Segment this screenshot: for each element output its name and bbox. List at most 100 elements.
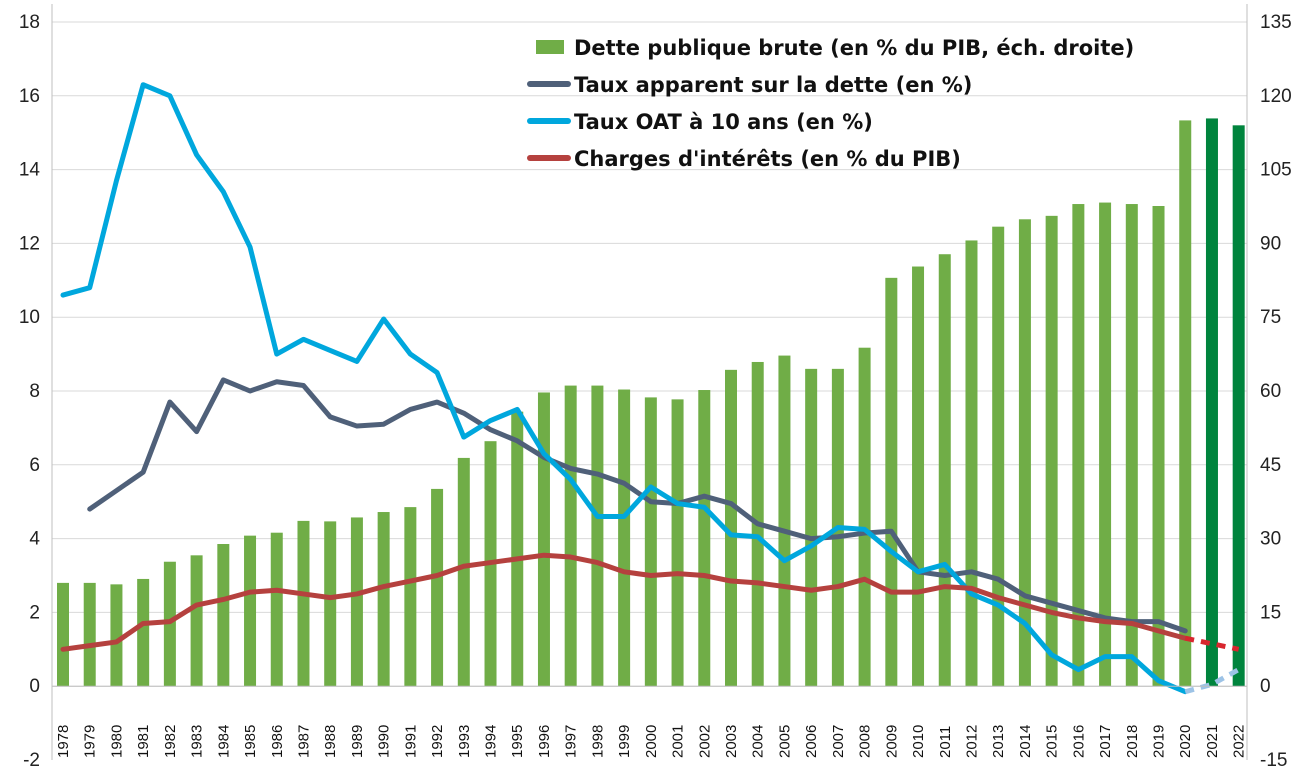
bar-debt-1989: [350, 517, 363, 687]
x-tick-label: 2002: [696, 725, 713, 758]
bar-debt-2014: [1018, 219, 1031, 687]
x-tick-label: 2004: [750, 725, 767, 758]
x-tick-label: 1996: [536, 725, 553, 758]
bar-debt-2002: [698, 390, 711, 687]
y-right-tick: 90: [1260, 233, 1281, 254]
bar-debt-1978: [57, 582, 69, 687]
bar-debt-2013: [992, 226, 1005, 687]
line-oat-10y-forecast: [1184, 667, 1240, 695]
legend: Dette publique brute (en % du PIB, éch. …: [527, 36, 1134, 171]
y-left-tick: 14: [19, 160, 41, 181]
x-tick-label: 2005: [776, 725, 793, 758]
x-tick-label: 1988: [322, 725, 339, 758]
bar-debt-1983: [190, 555, 203, 687]
x-tick-label: 1979: [82, 725, 99, 758]
bar-debt-2011: [938, 254, 951, 687]
bar-debt-1998: [591, 385, 604, 687]
y-left-tick: 6: [29, 455, 40, 476]
bar-debt-2006: [805, 368, 818, 687]
y-left-tick: 10: [19, 307, 40, 328]
bar-debt-1980: [110, 584, 123, 687]
bar-debt-2005: [778, 355, 791, 687]
bar-debt-2001: [671, 399, 684, 687]
x-tick-label: 1986: [269, 725, 286, 758]
bar-debt-2009: [885, 277, 898, 687]
line-apparent-rate: [87, 377, 1188, 634]
bar-debt-2022: [1232, 125, 1245, 687]
bar-debt-1996: [537, 392, 550, 687]
bar-debt-1986: [270, 532, 283, 687]
y-right-tick: -15: [1260, 750, 1287, 771]
y-left-tick: -2: [23, 750, 40, 771]
bar-debt-1997: [564, 385, 577, 687]
x-tick-label: 2015: [1044, 725, 1061, 758]
bar-debt-1988: [324, 521, 337, 687]
bar-debt-2008: [858, 347, 871, 687]
rate-lines: [60, 82, 1240, 695]
x-tick-label: 2013: [990, 725, 1007, 758]
bar-debt-1987: [297, 520, 310, 687]
axes: -2 0 2 4 6 8 10 12 14 16 18 -15 0 15 30 45 60 75 90 105 120 1…: [19, 4, 1292, 771]
y-left-tick: 0: [29, 676, 40, 697]
x-tick-label: 1990: [376, 725, 393, 758]
x-tick-label: 1997: [563, 725, 580, 758]
bar-debt-1979: [83, 582, 96, 687]
bar-debt-1991: [404, 507, 417, 687]
y-left-tick: 4: [29, 529, 40, 550]
y-right-tick: 120: [1260, 86, 1292, 107]
bar-debt-1999: [618, 389, 631, 687]
legend-label: Taux OAT à 10 ans (en %): [574, 110, 873, 134]
bar-debt-2021: [1205, 118, 1218, 687]
x-tick-label: 2019: [1151, 725, 1168, 758]
x-tick-label: 1983: [189, 725, 206, 758]
x-tick-label: 2008: [857, 725, 874, 758]
y-right-tick: 75: [1260, 307, 1281, 328]
x-tick-label: 2020: [1177, 725, 1194, 758]
x-tick-label: 2006: [803, 725, 820, 758]
y-left-tick: 16: [19, 86, 40, 107]
bar-debt-2020: [1179, 120, 1192, 687]
bar-debt-2017: [1099, 202, 1112, 687]
x-tick-label: 2012: [963, 725, 980, 758]
x-tick-label: 2001: [670, 725, 687, 758]
y-right-tick: 135: [1260, 12, 1292, 33]
bar-debt-2016: [1072, 204, 1085, 687]
y-left-tick: 8: [29, 381, 40, 402]
x-tick-label: 1982: [162, 725, 179, 758]
x-tick-label: 2021: [1204, 725, 1221, 758]
y-right-tick: 105: [1260, 160, 1292, 181]
x-tick-label: 2011: [937, 726, 954, 758]
x-tick-label: 1985: [242, 725, 259, 758]
x-tick-label: 2017: [1097, 725, 1114, 758]
y-right-tick: 30: [1260, 529, 1281, 550]
bar-debt-2019: [1152, 206, 1165, 687]
x-tick-label: 2018: [1124, 725, 1141, 758]
y-left-tick: 18: [19, 12, 40, 33]
x-tick-label: 2014: [1017, 725, 1034, 758]
x-tick-label: 1994: [483, 725, 500, 758]
x-tick-label: 1998: [589, 725, 606, 758]
bar-debt-1985: [244, 535, 257, 687]
legend-swatch-bar: [536, 40, 564, 54]
x-tick-label: 2003: [723, 725, 740, 758]
x-tick-label: 2010: [910, 725, 927, 758]
y-right-tick: 60: [1260, 381, 1281, 402]
bar-debt-1995: [511, 411, 524, 687]
legend-label: Taux apparent sur la dette (en %): [574, 73, 972, 97]
legend-label: Charges d'intérêts (en % du PIB): [574, 147, 961, 171]
x-tick-label: 1978: [55, 725, 72, 758]
x-tick-label: 2022: [1231, 725, 1248, 758]
y-right-tick: 15: [1260, 602, 1281, 623]
x-tick-label: 1999: [616, 725, 633, 758]
x-tick-label: 2007: [830, 725, 847, 758]
y-left-tick: 12: [19, 233, 40, 254]
y-right-tick: 0: [1260, 676, 1271, 697]
bar-debt-2000: [644, 397, 657, 687]
y-left-tick: 2: [29, 602, 40, 623]
x-tick-label: 1987: [295, 725, 312, 758]
x-tick-label: 2009: [883, 725, 900, 758]
bar-debt-1993: [457, 457, 470, 687]
x-tick-label: 1992: [429, 725, 446, 758]
